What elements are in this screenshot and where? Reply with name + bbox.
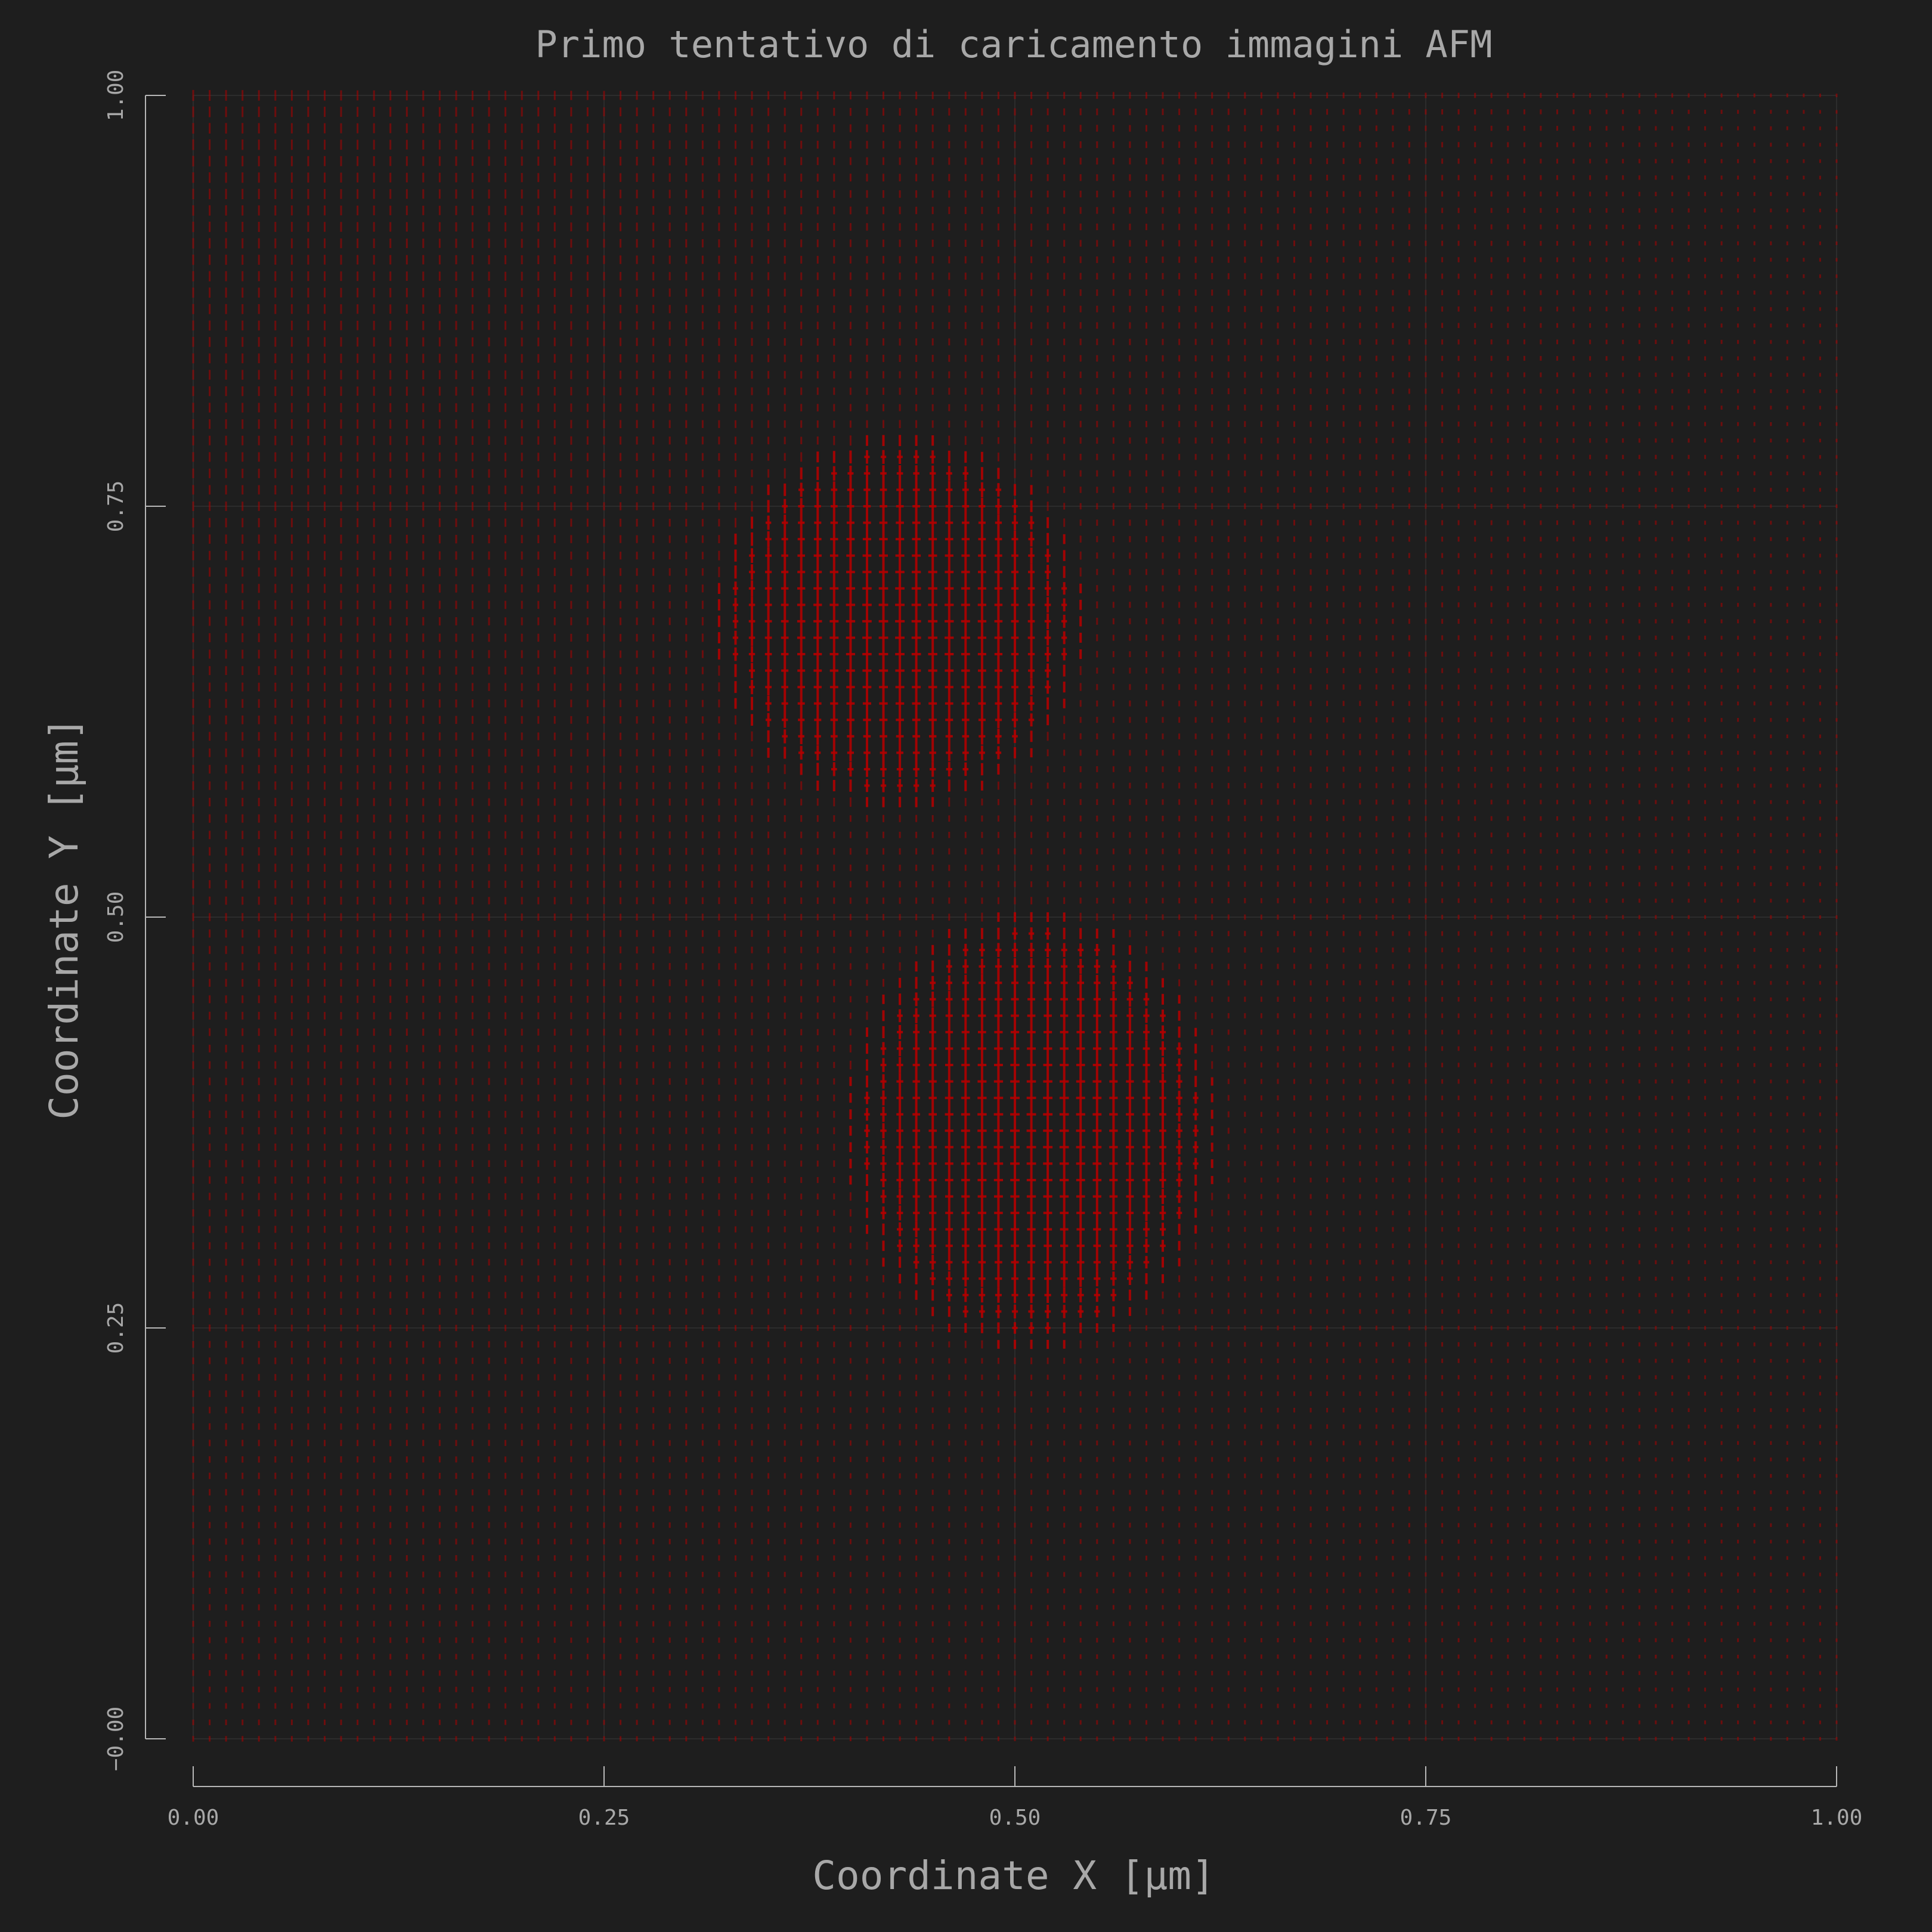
x-tick-label: 1.00 [1811,1806,1863,1830]
y-ticks: −0.00 0.25 0.50 0.75 1.00 [104,70,166,1771]
y-tick-label: 0.50 [104,891,128,943]
x-tick-label: 0.75 [1400,1806,1452,1830]
height-field [192,89,1838,1742]
chart-title: Primo tentativo di caricamento immagini … [535,23,1492,66]
x-tick-label: 0.50 [989,1806,1041,1830]
y-tick-label: −0.00 [104,1707,128,1771]
y-axis-label: Coordinate Y [µm] [41,717,87,1120]
x-axis-label: Coordinate X [µm] [812,1853,1215,1899]
y-tick-label: 0.75 [104,481,128,532]
height-field-background [192,89,1838,1742]
x-tick-label: 0.00 [168,1806,219,1830]
axes [145,95,1837,1787]
y-tick-label: 0.25 [104,1302,128,1354]
x-tick-label: 0.25 [578,1806,630,1830]
y-tick-label: 1.00 [104,70,128,122]
height-field-bumps-horizontal [732,456,1199,1329]
x-ticks: 0.00 0.25 0.50 0.75 1.00 [168,1766,1863,1830]
